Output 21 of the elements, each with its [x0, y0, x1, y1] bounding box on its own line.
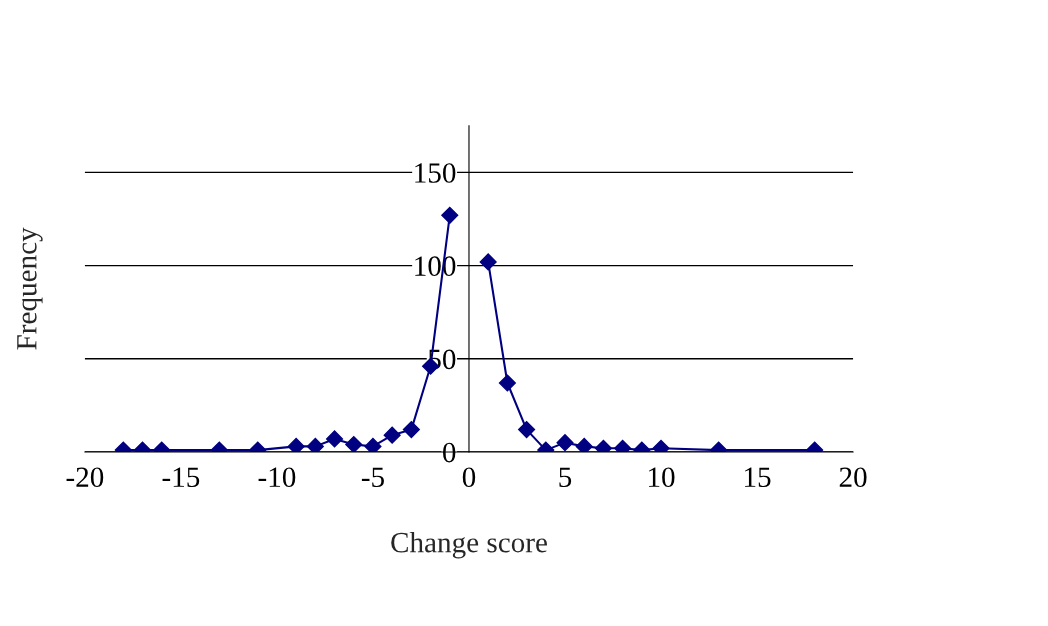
point [345, 435, 363, 452]
y-tick-label: 150 [415, 163, 456, 183]
point [479, 253, 497, 271]
point [498, 374, 516, 392]
point [364, 437, 382, 452]
point [441, 206, 459, 224]
point [575, 437, 593, 452]
x-tick-label: -10 [258, 467, 296, 488]
y-axis-title: Frequency [17, 227, 43, 350]
x-tick-label: -20 [66, 467, 104, 488]
point [287, 437, 305, 452]
x-axis-title: Change score [391, 531, 547, 559]
x-tick-label: 20 [839, 467, 867, 488]
point [306, 437, 324, 452]
x-tick-label: -5 [361, 467, 384, 488]
y-tick-label: 0 [443, 442, 456, 463]
x-tick-label: 0 [462, 467, 476, 488]
x-tick-label: -15 [162, 467, 200, 488]
x-tick-label: 5 [559, 467, 572, 488]
x-tick-label: 15 [745, 467, 771, 488]
x-tick-label: 10 [649, 467, 675, 488]
